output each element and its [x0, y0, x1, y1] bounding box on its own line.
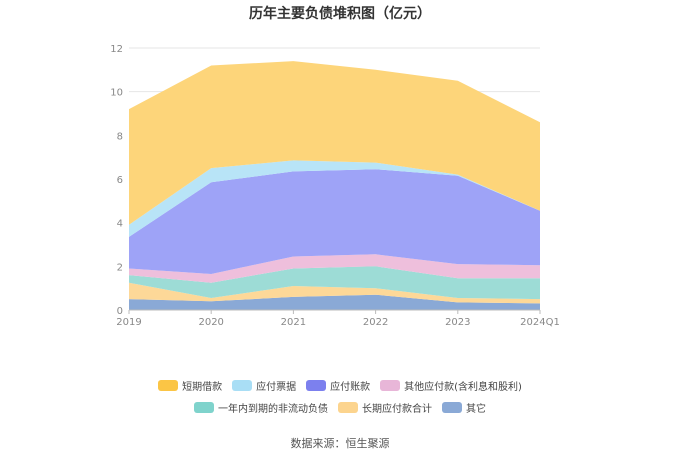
x-tick-label: 2019	[116, 317, 141, 328]
x-tick-label: 2021	[281, 317, 306, 328]
area-其他应付款(含利息和股利)	[129, 254, 540, 283]
legend-item[interactable]: 一年内到期的非流动负债	[194, 400, 328, 415]
legend-item[interactable]: 长期应付款合计	[338, 400, 432, 415]
axes: 0 2 4 6 8 10 12 2019 2020 2021 2022 2023 2024Q1	[110, 44, 560, 328]
legend-label: 一年内到期的非流动负债	[218, 404, 328, 415]
legend-label: 其他应付款(含利息和股利)	[404, 382, 522, 393]
y-tick-label: 8	[117, 131, 123, 142]
legend-label: 其它	[466, 404, 486, 415]
area-长期应付款合计	[129, 282, 540, 304]
legend-swatch	[194, 402, 214, 413]
area-应付票据	[129, 160, 540, 237]
y-tick-label: 2	[117, 262, 123, 273]
x-tick-label: 2024Q1	[520, 317, 560, 328]
y-tick-label: 10	[110, 88, 123, 99]
x-tick-label: 2023	[445, 317, 470, 328]
legend-label: 短期借款	[182, 382, 223, 393]
legend-item[interactable]: 其它	[442, 400, 486, 415]
x-tick-label: 2022	[363, 317, 388, 328]
legend-item[interactable]: 其他应付款(含利息和股利)	[380, 378, 522, 393]
legend-swatch	[158, 380, 179, 391]
legend-label: 长期应付款合计	[362, 404, 432, 415]
area-短期借款	[129, 61, 540, 225]
data-source: 数据来源：恒生聚源	[290, 437, 390, 450]
legend-item[interactable]: 应付票据	[232, 378, 296, 393]
area-其它	[129, 294, 540, 310]
area-series	[129, 61, 540, 310]
legend-swatch	[338, 402, 358, 413]
y-tick-label: 12	[110, 44, 123, 55]
legend-label: 应付票据	[256, 382, 297, 393]
y-tick-label: 0	[117, 306, 123, 317]
legend-swatch	[442, 402, 462, 413]
legend-swatch	[232, 380, 253, 391]
y-tick-label: 6	[117, 175, 123, 186]
area-一年内到期的非流动负债	[129, 266, 540, 300]
legend-item[interactable]: 短期借款	[158, 378, 222, 393]
x-tick-label: 2020	[198, 317, 223, 328]
legend-label: 应付账款	[330, 382, 371, 393]
legend-row: 一年内到期的非流动负债 长期应付款合计 其它	[0, 400, 680, 415]
area-应付账款	[129, 169, 540, 274]
legend: 短期借款 应付票据 应付账款 其他应付款(含利息和股利) 一年内到期的非流动负债 长期应…	[0, 378, 680, 422]
y-tick-label: 4	[117, 219, 123, 230]
legend-row: 短期借款 应付票据 应付账款 其他应付款(含利息和股利)	[0, 378, 680, 393]
chart-title: 历年主要负债堆积图（亿元）	[249, 6, 431, 22]
legend-swatch	[306, 380, 327, 391]
legend-swatch	[380, 380, 401, 391]
legend-item[interactable]: 应付账款	[306, 378, 370, 393]
